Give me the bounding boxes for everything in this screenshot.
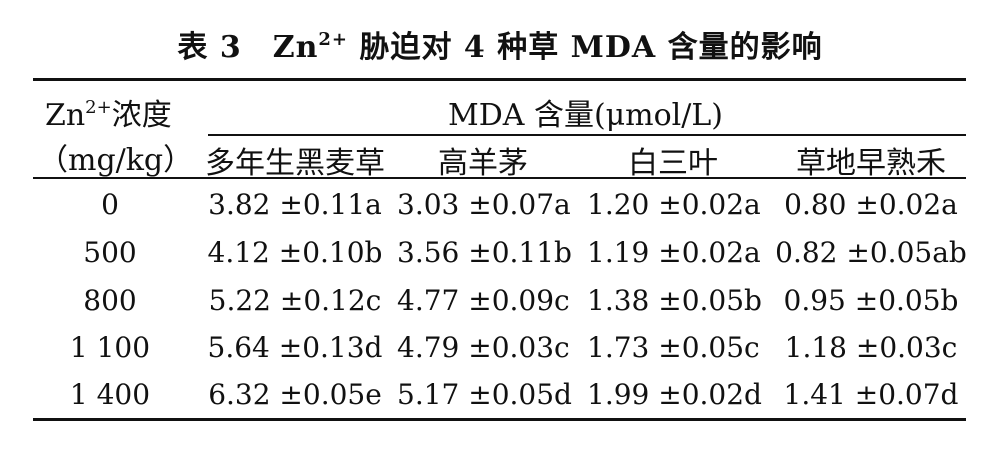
row-4-cell-3: 1.73 ±0.05c <box>587 331 760 364</box>
row-5-cell-4: 1.41 ±0.07d <box>783 378 959 411</box>
row-2-cell-3: 1.19 ±0.02a <box>587 236 761 269</box>
row-3-cell-3: 1.38 ±0.05b <box>587 284 762 317</box>
column-header-1: 多年生黑麦草 <box>205 146 385 181</box>
column-header-3: 白三叶 <box>628 146 718 181</box>
row-4-cell-2: 4.79 ±0.03c <box>397 331 570 364</box>
title-suffix: 胁迫对 4 种草 MDA 含量的影响 <box>359 30 823 65</box>
row-1-cell-2: 3.03 ±0.07a <box>397 188 571 221</box>
column-header-2: 高羊茅 <box>438 146 528 181</box>
top-rule <box>33 78 966 81</box>
row-1-concentration: 0 <box>101 188 119 221</box>
row-1-cell-4: 0.80 ±0.02a <box>784 188 958 221</box>
row-5-cell-1: 6.32 ±0.05e <box>208 378 382 411</box>
group-header: MDA 含量(μmol/L) <box>448 98 724 133</box>
row-2-cell-4: 0.82 ±0.05ab <box>775 236 967 269</box>
title-superscript: 2+ <box>318 29 349 50</box>
row-header-superscript: 2+ <box>85 97 112 118</box>
row-4-cell-1: 5.64 ±0.13d <box>207 331 383 364</box>
column-header-4: 草地早熟禾 <box>796 146 946 181</box>
row-3-cell-4: 0.95 ±0.05b <box>783 284 959 317</box>
row-header-suffix: 浓度 <box>111 98 172 133</box>
row-3-cell-2: 4.77 ±0.09c <box>397 284 570 317</box>
row-2-concentration: 500 <box>83 236 137 269</box>
row-5-cell-3: 1.99 ±0.02d <box>587 378 762 411</box>
row-1-cell-1: 3.82 ±0.11a <box>208 188 382 221</box>
title-prefix: 表 3 Zn <box>177 30 319 65</box>
row-2-cell-2: 3.56 ±0.11b <box>397 236 572 269</box>
bottom-rule <box>33 418 966 421</box>
table-title: 表 3 Zn2+ 胁迫对 4 种草 MDA 含量的影响 <box>0 22 1000 66</box>
row-5-cell-2: 5.17 ±0.05d <box>397 378 572 411</box>
row-2-cell-1: 4.12 ±0.10b <box>207 236 383 269</box>
row-3-cell-1: 5.22 ±0.12c <box>208 284 382 317</box>
row-header-line1: Zn2+浓度 <box>45 90 172 134</box>
row-4-concentration: 1 100 <box>69 331 151 364</box>
row-header-line2: （mg/kg） <box>38 143 194 178</box>
row-4-cell-4: 1.18 ±0.03c <box>784 331 958 364</box>
row-1-cell-3: 1.20 ±0.02a <box>587 188 761 221</box>
row-5-concentration: 1 400 <box>69 378 151 411</box>
row-3-concentration: 800 <box>83 284 137 317</box>
row-header-prefix: Zn <box>45 98 86 133</box>
header-bottom-rule <box>33 177 966 179</box>
group-header-rule <box>208 134 966 136</box>
